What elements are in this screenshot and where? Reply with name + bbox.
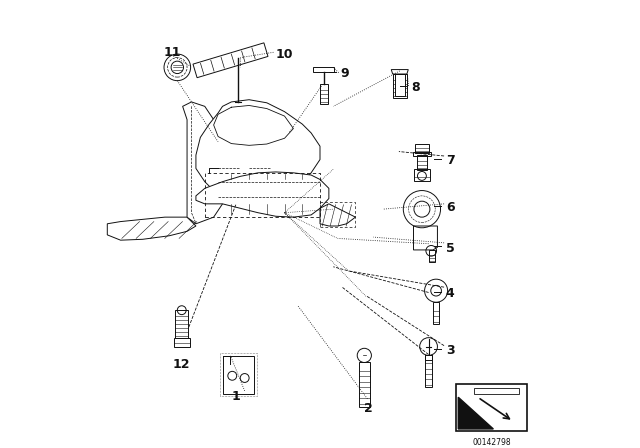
Text: 6: 6 bbox=[446, 201, 454, 214]
Polygon shape bbox=[196, 172, 329, 217]
Polygon shape bbox=[174, 338, 189, 347]
Bar bbox=[433, 302, 439, 324]
Polygon shape bbox=[425, 355, 432, 360]
Polygon shape bbox=[223, 356, 255, 393]
Polygon shape bbox=[320, 204, 355, 226]
Polygon shape bbox=[395, 74, 404, 96]
Text: 10: 10 bbox=[276, 47, 293, 60]
Text: 8: 8 bbox=[411, 81, 419, 94]
Polygon shape bbox=[413, 226, 437, 250]
Polygon shape bbox=[393, 74, 407, 99]
Text: 12: 12 bbox=[173, 358, 191, 371]
Polygon shape bbox=[313, 67, 334, 72]
Polygon shape bbox=[391, 69, 408, 74]
Text: 11: 11 bbox=[164, 46, 182, 59]
Polygon shape bbox=[108, 217, 196, 240]
Polygon shape bbox=[175, 310, 188, 338]
Polygon shape bbox=[458, 397, 493, 429]
Text: 5: 5 bbox=[446, 241, 454, 254]
Polygon shape bbox=[182, 102, 223, 224]
Bar bbox=[456, 384, 527, 431]
Text: 00142798: 00142798 bbox=[472, 438, 511, 447]
Bar bbox=[319, 84, 328, 104]
Polygon shape bbox=[358, 362, 370, 407]
Text: 1: 1 bbox=[232, 390, 240, 403]
Bar bbox=[414, 169, 430, 181]
Text: 2: 2 bbox=[364, 402, 373, 415]
Text: 9: 9 bbox=[340, 67, 349, 80]
Text: 4: 4 bbox=[446, 287, 454, 300]
Text: 7: 7 bbox=[446, 154, 454, 167]
Bar bbox=[429, 250, 435, 263]
Text: 3: 3 bbox=[446, 345, 454, 358]
Polygon shape bbox=[196, 100, 320, 203]
Bar bbox=[417, 155, 428, 170]
Polygon shape bbox=[474, 388, 519, 393]
Bar bbox=[413, 152, 431, 156]
Bar bbox=[415, 143, 429, 153]
Bar bbox=[425, 355, 432, 388]
Polygon shape bbox=[193, 43, 268, 78]
